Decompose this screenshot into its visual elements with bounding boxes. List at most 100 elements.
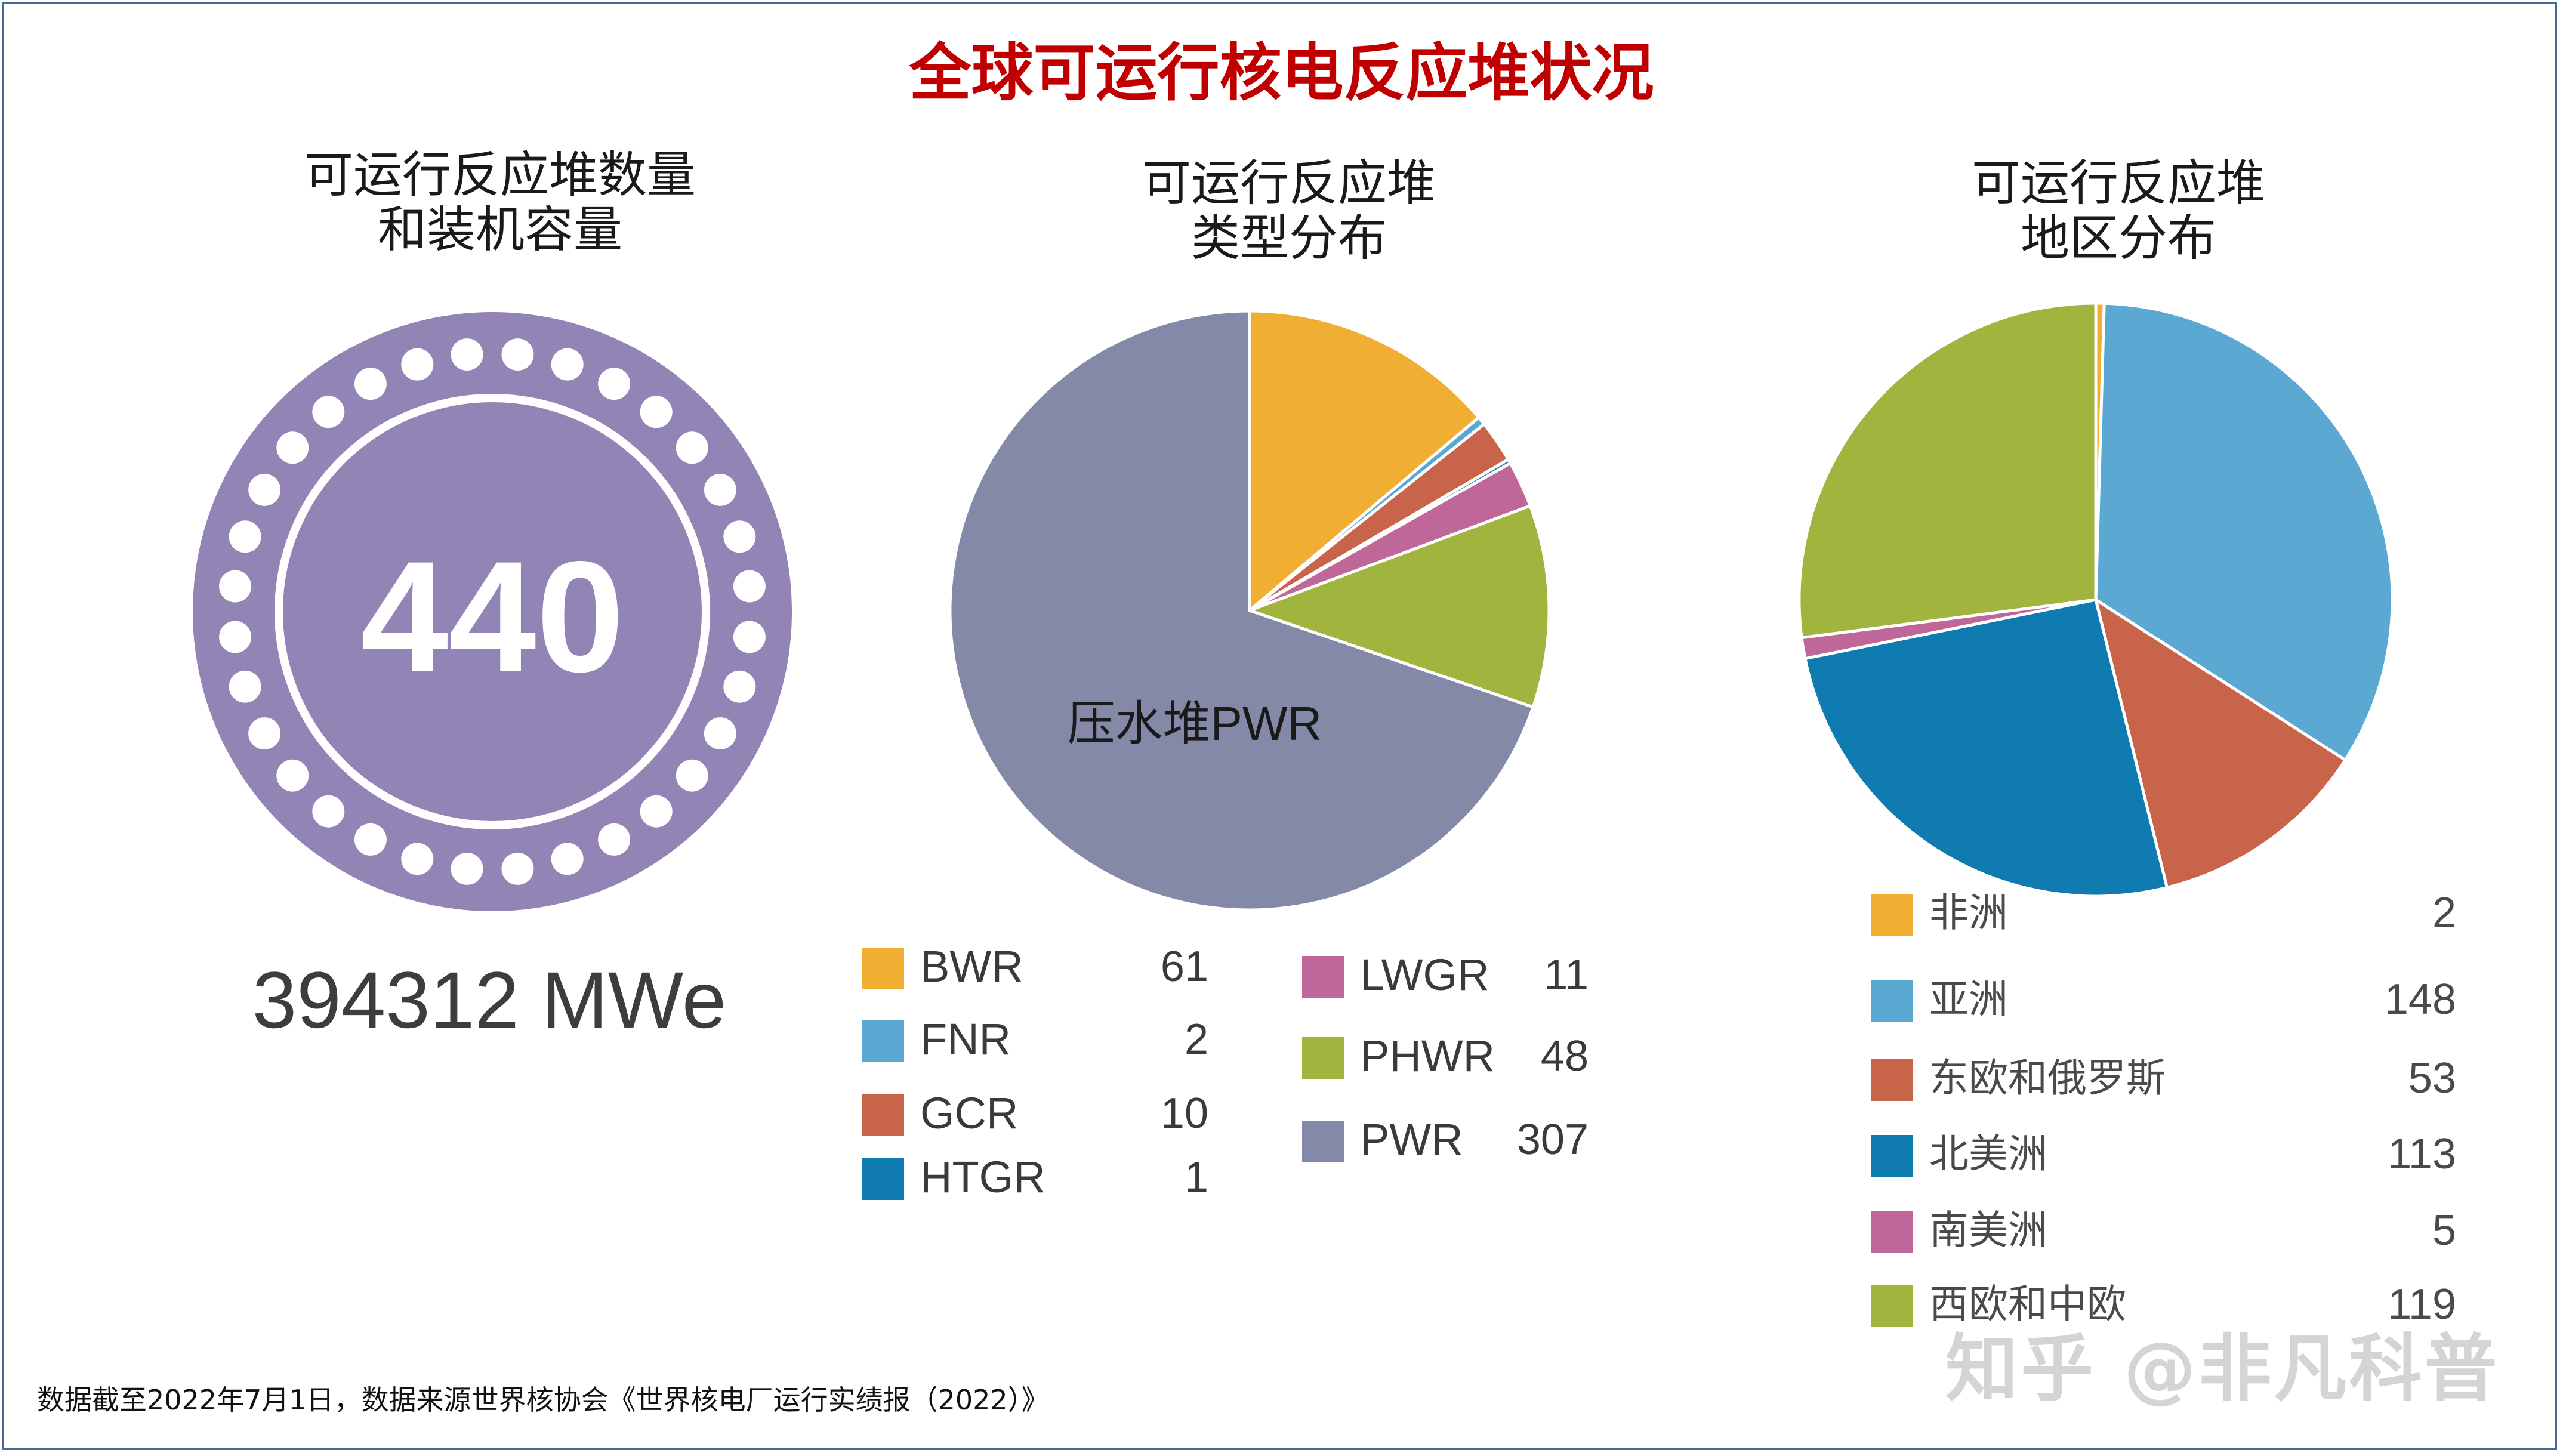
ring-dot bbox=[276, 431, 309, 464]
count-subtitle-line2: 和装机容量 bbox=[377, 201, 622, 258]
region-pie-slice-2 bbox=[2093, 596, 2348, 890]
count-subtitle: 可运行反应堆数量 和装机容量 bbox=[202, 148, 798, 258]
ring-dot bbox=[501, 852, 534, 885]
ring-dot bbox=[551, 843, 584, 875]
ring-dot bbox=[451, 338, 483, 371]
ring-dot bbox=[229, 670, 261, 703]
legend-value: 119 bbox=[2388, 1281, 2456, 1328]
legend-swatch bbox=[862, 1020, 904, 1062]
region-pie-chart bbox=[1797, 301, 2394, 898]
legend-label: 非洲 bbox=[1929, 890, 2008, 936]
legend-swatch bbox=[1871, 1135, 1913, 1177]
legend-swatch bbox=[1302, 1037, 1344, 1079]
source-footnote: 数据截至2022年7月1日，数据来源世界核协会《世界核电厂运行实绩报（2022）… bbox=[37, 1384, 1049, 1416]
legend-swatch bbox=[862, 948, 904, 989]
ring-dot bbox=[704, 473, 736, 506]
region-subtitle-line2: 地区分布 bbox=[2020, 209, 2216, 267]
type-pie-slice-6 bbox=[948, 309, 1535, 912]
legend-label: 西欧和中欧 bbox=[1929, 1281, 2126, 1327]
legend-value: 2 bbox=[1184, 1016, 1208, 1063]
region-pie-slice-5 bbox=[1797, 301, 2098, 640]
legend-value: 148 bbox=[2384, 976, 2456, 1023]
region-subtitle: 可运行反应堆 地区分布 bbox=[1820, 156, 2417, 266]
ring-dot bbox=[401, 843, 434, 875]
region-pie-slice-3 bbox=[1803, 598, 2169, 898]
type-legend-item: PHWR 48 bbox=[1302, 1032, 1594, 1080]
ring-dot bbox=[401, 348, 434, 381]
legend-label: FNR bbox=[920, 1014, 1011, 1064]
installed-capacity: 394312 MWe bbox=[252, 956, 727, 1045]
legend-value: 2 bbox=[2432, 889, 2456, 937]
ring-dot bbox=[451, 852, 483, 885]
pwr-slice-label: 压水堆PWR bbox=[1068, 697, 1322, 750]
legend-label: BWR bbox=[920, 942, 1023, 991]
type-legend-item: HTGR 1 bbox=[862, 1153, 1214, 1201]
region-subtitle-line1: 可运行反应堆 bbox=[1971, 155, 2265, 212]
type-legend-item: GCR 10 bbox=[862, 1090, 1214, 1137]
reactor-count-number: 440 bbox=[360, 529, 624, 705]
legend-swatch bbox=[1871, 980, 1913, 1022]
region-legend-item: 北美洲 113 bbox=[1871, 1130, 2462, 1178]
ring-dot bbox=[676, 431, 708, 464]
ring-dot bbox=[640, 396, 673, 428]
legend-swatch bbox=[1871, 894, 1913, 936]
legend-swatch bbox=[1871, 1285, 1913, 1327]
legend-value: 11 bbox=[1544, 951, 1589, 999]
legend-swatch bbox=[862, 1094, 904, 1136]
legend-label: 东欧和俄罗斯 bbox=[1929, 1055, 2166, 1101]
ring-inner-circle bbox=[275, 394, 710, 829]
count-subtitle-line1: 可运行反应堆数量 bbox=[304, 147, 696, 203]
ring-dot bbox=[733, 621, 766, 653]
legend-label: 亚洲 bbox=[1929, 976, 2008, 1022]
legend-swatch bbox=[1871, 1059, 1913, 1101]
region-legend-item: 东欧和俄罗斯 53 bbox=[1871, 1054, 2462, 1102]
legend-label: PHWR bbox=[1360, 1031, 1495, 1081]
type-legend-item: LWGR 11 bbox=[1302, 951, 1594, 999]
legend-value: 48 bbox=[1540, 1032, 1589, 1080]
ring-dot bbox=[354, 368, 387, 400]
legend-label: HTGR bbox=[920, 1152, 1045, 1202]
ring-dot bbox=[276, 759, 309, 792]
legend-label: 北美洲 bbox=[1929, 1131, 2047, 1177]
ring-dot bbox=[598, 823, 631, 856]
ring-dot bbox=[312, 396, 345, 428]
type-subtitle: 可运行反应堆 类型分布 bbox=[991, 156, 1587, 266]
ring-dot bbox=[733, 570, 766, 603]
type-subtitle-line1: 可运行反应堆 bbox=[1142, 155, 1436, 212]
region-legend-item: 亚洲 148 bbox=[1871, 976, 2462, 1023]
ring-dot bbox=[229, 520, 261, 553]
legend-value: 113 bbox=[2388, 1130, 2456, 1178]
legend-label: LWGR bbox=[1360, 950, 1489, 1000]
legend-value: 53 bbox=[2408, 1054, 2456, 1102]
region-legend-item: 南美洲 5 bbox=[1871, 1207, 2462, 1254]
legend-value: 5 bbox=[2432, 1207, 2456, 1254]
ring-dot bbox=[219, 570, 252, 603]
ring-dots bbox=[219, 338, 766, 885]
legend-label: PWR bbox=[1360, 1115, 1463, 1164]
main-title: 全球可运行核电反应堆状况 bbox=[909, 36, 1654, 109]
legend-swatch bbox=[1302, 956, 1344, 998]
type-legend-item: PWR 307 bbox=[1302, 1116, 1594, 1164]
ring-dot bbox=[354, 823, 387, 856]
ring-dot bbox=[723, 670, 756, 703]
type-legend-item: BWR 61 bbox=[862, 943, 1214, 991]
legend-value: 10 bbox=[1160, 1090, 1208, 1137]
reactor-count-ring: 440 bbox=[193, 312, 792, 911]
ring-dot bbox=[312, 795, 345, 828]
legend-label: GCR bbox=[920, 1088, 1019, 1138]
ring-dot bbox=[704, 717, 736, 750]
ring-dot bbox=[248, 473, 281, 506]
ring-dot bbox=[551, 348, 584, 381]
ring-dot bbox=[723, 520, 756, 553]
region-legend-item: 非洲 2 bbox=[1871, 889, 2462, 937]
ring-dot bbox=[501, 338, 534, 371]
ring-dot bbox=[640, 795, 673, 828]
type-legend-item: FNR 2 bbox=[862, 1016, 1214, 1063]
legend-label: 南美洲 bbox=[1929, 1207, 2047, 1253]
legend-swatch bbox=[1871, 1211, 1913, 1253]
legend-value: 1 bbox=[1184, 1153, 1208, 1201]
type-pie-slice-5 bbox=[1245, 504, 1551, 710]
type-pie-slice-0 bbox=[1248, 309, 1481, 614]
